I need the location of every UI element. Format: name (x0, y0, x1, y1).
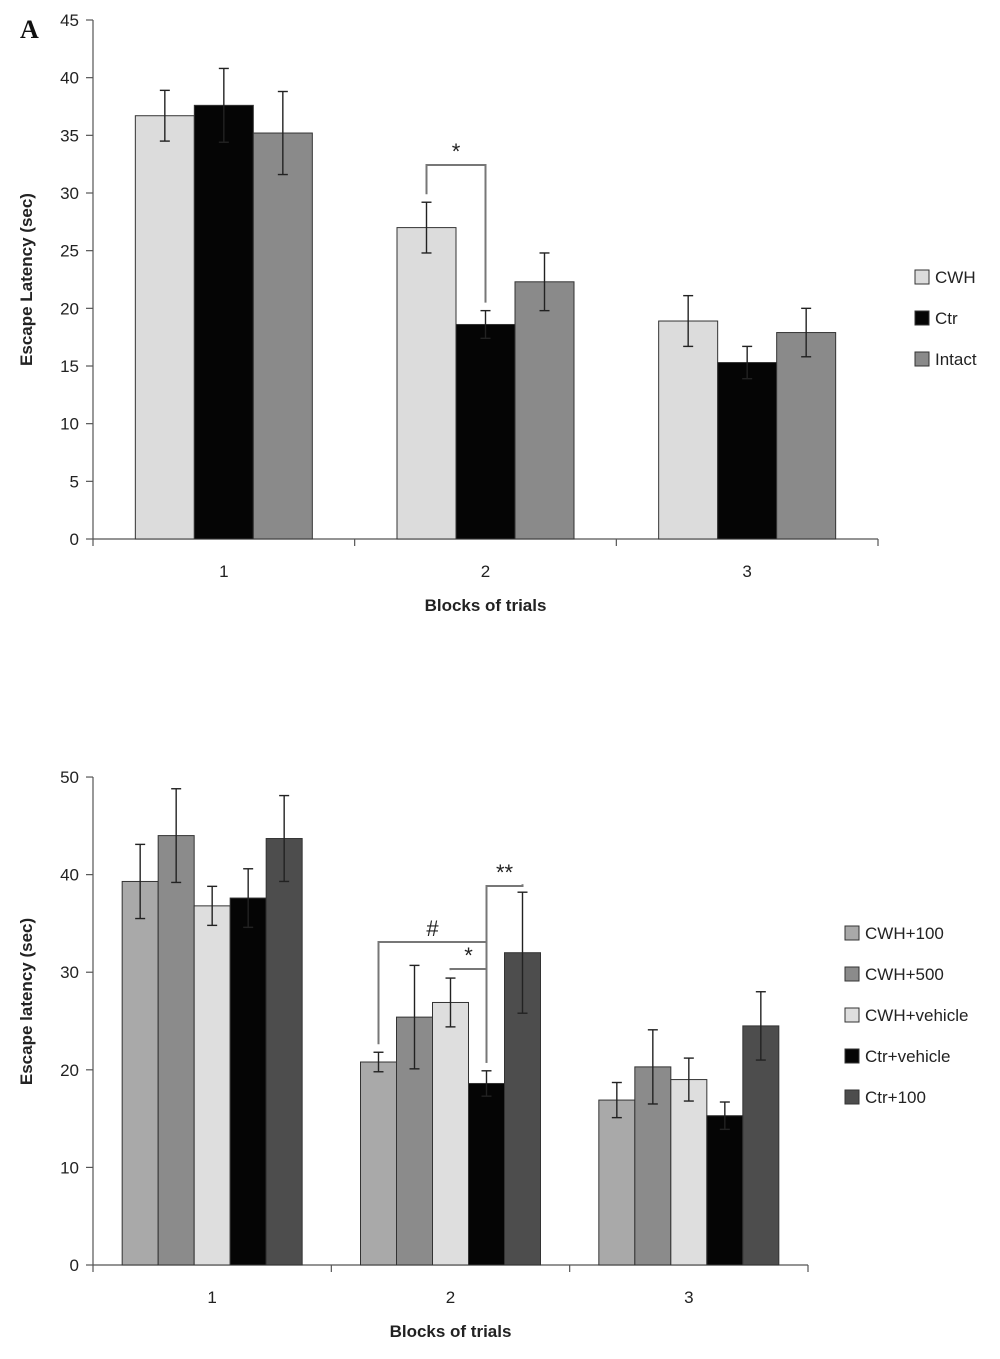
y-tick-label: 40 (60, 866, 79, 885)
y-tick-label: 15 (60, 357, 79, 376)
legend-label: CWH+100 (865, 924, 944, 943)
legend-swatch (844, 1007, 860, 1023)
x-tick-label: 1 (219, 562, 228, 581)
bar-cwh-100-block-3 (598, 1099, 636, 1266)
x-tick-label: 1 (207, 1288, 216, 1307)
bar-cwh-block-3 (658, 320, 719, 540)
significance-bracket (425, 164, 487, 303)
bar-ctr-vehicle-block-3 (706, 1115, 744, 1266)
y-tick-label: 30 (60, 963, 79, 982)
bar-intact-block-3 (776, 332, 837, 540)
y-tick-label: 50 (60, 768, 79, 787)
bar-cwh-vehicle-block-2 (432, 1001, 469, 1266)
bar-cwh-block-1 (134, 115, 195, 540)
bar-cwh-vehicle-block-1 (193, 905, 231, 1266)
legend-label: CWH (935, 268, 976, 287)
y-tick-label: 0 (70, 530, 79, 549)
legend-label: Ctr+vehicle (865, 1047, 951, 1066)
x-axis-title: Blocks of trials (390, 1322, 512, 1341)
y-tick-label: 45 (60, 11, 79, 30)
legend-swatch (844, 966, 860, 982)
bar-ctr-vehicle-block-2 (468, 1082, 505, 1266)
x-tick-label: 3 (742, 562, 751, 581)
x-tick-label: 3 (684, 1288, 693, 1307)
legend-swatch (914, 310, 930, 326)
bar-cwh-100-block-1 (121, 880, 159, 1266)
x-axis-title: Blocks of trials (425, 596, 547, 615)
y-tick-label: 40 (60, 69, 79, 88)
chart-panel-b: 0 10 20 30 40 50 1 2 3 # * ** Escape latency (sec) Bl… (0, 720, 1000, 1359)
y-axis-title: Escape latency (sec) (17, 918, 36, 1085)
y-tick-label: 30 (60, 184, 79, 203)
y-axis-title: Escape Latency (sec) (17, 193, 36, 366)
y-tick-label: 5 (70, 472, 79, 491)
legend-label: Ctr (935, 309, 958, 328)
legend-label: Intact (935, 350, 977, 369)
y-tick-label: 25 (60, 242, 79, 261)
bar-ctr-100-block-3 (742, 1025, 780, 1266)
chart-panel-a: A 0 5 10 15 20 25 30 35 40 45 1 2 3 * Escape Latency (s… (0, 0, 1000, 640)
legend-swatch (914, 351, 930, 367)
legend-label: CWH+500 (865, 965, 944, 984)
bar-chart-a: A 0 5 10 15 20 25 30 35 40 45 1 2 3 * Escape Latency (s… (17, 11, 977, 615)
bar-cwh-block-2 (396, 227, 457, 540)
legend-swatch (844, 925, 860, 941)
bar-ctr-block-1 (193, 104, 254, 540)
bar-ctr-100-block-1 (265, 838, 303, 1266)
bar-intact-block-1 (252, 132, 313, 540)
bar-intact-block-2 (514, 281, 575, 540)
x-tick-label: 2 (481, 562, 490, 581)
bar-cwh-100-block-2 (360, 1061, 397, 1266)
significance-marker: * (464, 943, 473, 968)
panel-label: A (20, 15, 39, 44)
bar-ctr-block-3 (717, 362, 778, 540)
y-tick-label: 10 (60, 1158, 79, 1177)
y-tick-label: 20 (60, 1061, 79, 1080)
legend-label: CWH+vehicle (865, 1006, 968, 1025)
y-tick-label: 0 (70, 1256, 79, 1275)
legend-swatch (844, 1048, 860, 1064)
significance-marker: * (452, 139, 461, 164)
x-tick-label: 2 (446, 1288, 455, 1307)
y-tick-label: 10 (60, 415, 79, 434)
legend-swatch (844, 1089, 860, 1105)
significance-marker: ** (496, 860, 514, 885)
y-tick-label: 20 (60, 299, 79, 318)
bar-cwh-500-block-1 (157, 835, 195, 1266)
significance-bracket (485, 884, 524, 1063)
legend-label: Ctr+100 (865, 1088, 926, 1107)
bar-ctr-block-2 (455, 323, 516, 540)
bar-cwh-vehicle-block-3 (670, 1079, 708, 1266)
significance-marker: # (426, 916, 439, 941)
legend-swatch (914, 269, 930, 285)
y-tick-label: 35 (60, 126, 79, 145)
bar-ctr-vehicle-block-1 (229, 897, 267, 1266)
